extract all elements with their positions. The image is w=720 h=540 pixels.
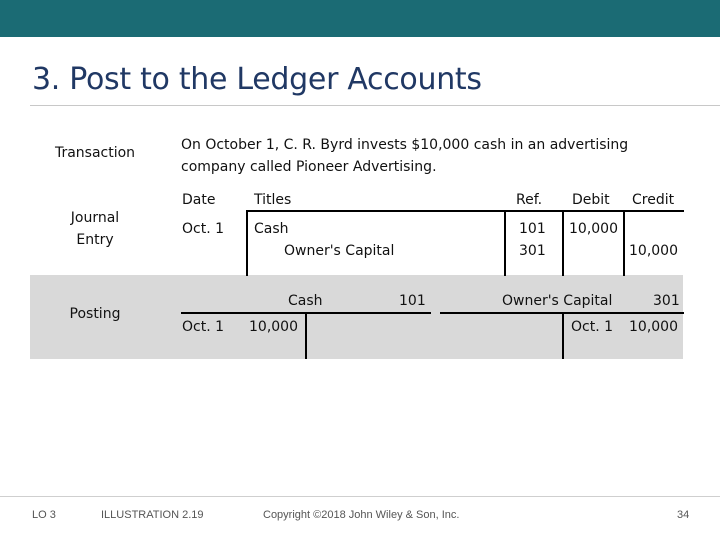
- journal-header-date: Date: [182, 192, 216, 208]
- journal-vline-credit: [623, 210, 625, 276]
- transaction-line-1: On October 1, C. R. Byrd invests $10,000…: [181, 137, 629, 153]
- journal-header-rule: [246, 210, 684, 212]
- journal-header-credit: Credit: [632, 192, 675, 208]
- cash-account-name: Cash: [288, 293, 323, 309]
- capital-account-number: 301: [653, 293, 680, 309]
- slide-title: 3. Post to the Ledger Accounts: [32, 62, 482, 97]
- capital-entry-amount: 10,000: [629, 319, 678, 335]
- journal-label-line1: Journal: [70, 210, 120, 226]
- journal-label-line2: Entry: [76, 232, 114, 248]
- learning-objective-label: LO 3: [32, 509, 56, 521]
- journal-row-date: Oct. 1: [182, 221, 225, 237]
- transaction-description: On October 1, C. R. Byrd invests $10,000…: [181, 134, 628, 178]
- capital-account-name: Owner's Capital: [502, 293, 613, 309]
- cash-t-account-stem: [305, 312, 307, 359]
- footer-divider: [0, 496, 720, 497]
- transaction-label: Transaction: [54, 145, 136, 161]
- journal-header-debit: Debit: [572, 192, 610, 208]
- journal-row-ref: 101: [519, 221, 546, 237]
- illustration-label: ILLUSTRATION 2.19: [101, 509, 204, 521]
- transaction-line-2: company called Pioneer Advertising.: [181, 159, 437, 175]
- cash-entry-amount: 10,000: [249, 319, 298, 335]
- posting-label: Posting: [69, 306, 121, 322]
- capital-entry-date: Oct. 1: [571, 319, 614, 335]
- cash-entry-date: Oct. 1: [182, 319, 225, 335]
- copyright-text: Copyright ©2018 John Wiley & Son, Inc.: [263, 509, 460, 521]
- journal-row-title: Cash: [254, 221, 289, 237]
- journal-entry-label: Journal Entry: [45, 207, 145, 251]
- journal-row-ref: 301: [519, 243, 546, 259]
- journal-row-title: Owner's Capital: [284, 243, 395, 259]
- cash-account-number: 101: [399, 293, 426, 309]
- title-divider: [30, 105, 720, 106]
- posting-section-background: [30, 275, 683, 359]
- journal-vline-debit: [562, 210, 564, 276]
- capital-t-account-stem: [562, 312, 564, 359]
- journal-vline-titles: [246, 210, 248, 276]
- top-banner: [0, 0, 720, 37]
- journal-row-credit: 10,000: [629, 243, 678, 259]
- page-number: 34: [677, 509, 690, 521]
- journal-header-ref: Ref.: [516, 192, 543, 208]
- journal-header-titles: Titles: [254, 192, 292, 208]
- journal-vline-ref: [504, 210, 506, 276]
- journal-row-debit: 10,000: [569, 221, 618, 237]
